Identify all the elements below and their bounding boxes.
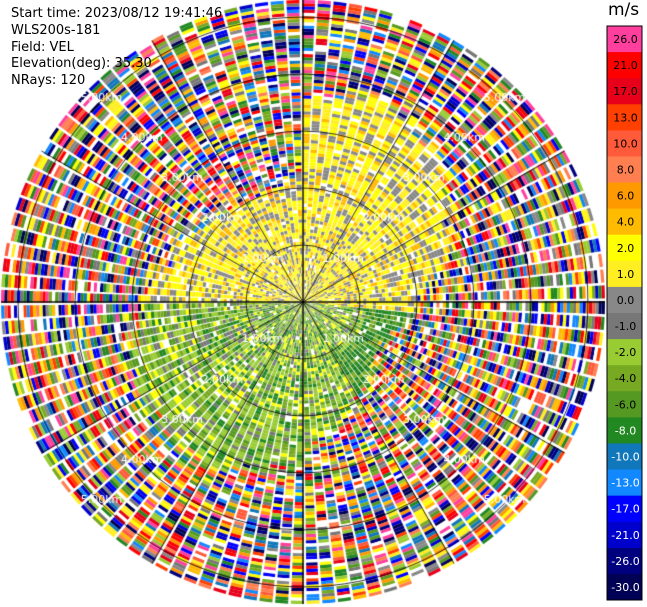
colorbar-bin	[607, 208, 642, 236]
colorbar-bin	[607, 365, 642, 392]
colorbar-bin	[607, 495, 642, 523]
colorbar-bin	[607, 130, 642, 157]
colorbar-bin	[607, 52, 642, 79]
colorbar-tick-label: 8.0	[617, 164, 635, 177]
colorbar-tick-label: -1.0	[615, 320, 636, 333]
colorbar-bin	[607, 313, 642, 340]
colorbar-tick-label: -30.0	[611, 581, 639, 594]
colorbar-tick-label: 17.0	[613, 85, 638, 98]
colorbar-bin	[607, 26, 642, 53]
colorbar-tick-label: 2.0	[617, 242, 635, 255]
colorbar-tick-label: -13.0	[611, 477, 639, 490]
colorbar-bin	[607, 417, 642, 444]
colorbar-tick-label: 0.0	[617, 294, 635, 307]
colorbar-tick-label: -21.0	[611, 529, 639, 542]
field-label: Field: VEL	[11, 40, 74, 55]
colorbar-tick-label: 6.0	[617, 190, 635, 203]
colorbar-bin	[607, 156, 642, 184]
colorbar-tick-label: -26.0	[611, 555, 639, 568]
colorbar-tick-label: 21.0	[613, 59, 638, 72]
elevation-label: Elevation(deg): 35.30	[11, 56, 152, 71]
colorbar-bin	[607, 469, 642, 497]
colorbar-tick-label: 13.0	[613, 111, 638, 124]
colorbar-bin	[607, 339, 642, 366]
colorbar-bin	[607, 547, 642, 575]
colorbar-tick-label: 1.0	[617, 268, 635, 281]
colorbar-tick-label: 4.0	[617, 216, 635, 229]
instrument-label: WLS200s-181	[11, 23, 101, 38]
colorbar-bin	[607, 78, 642, 105]
colorbar-unit: m/s	[608, 0, 640, 20]
start-time-label: Start time: 2023/08/12 19:41:46	[11, 6, 223, 21]
colorbar-bin	[607, 573, 642, 601]
colorbar-tick-label: -17.0	[611, 503, 639, 516]
colorbar-tick-label: -2.0	[615, 346, 636, 359]
colorbar-bin	[607, 286, 642, 314]
colorbar-bin	[607, 234, 642, 262]
colorbar-border	[606, 25, 643, 601]
colorbar-tick-label: -8.0	[615, 424, 636, 437]
colorbar-tick-label: 10.0	[613, 137, 638, 150]
colorbar-tick-label: 26.0	[613, 33, 638, 46]
colorbar-bin	[607, 182, 642, 210]
colorbar-bin	[607, 260, 642, 288]
colorbar-bin	[607, 104, 642, 131]
colorbar-tick-label: -10.0	[611, 451, 639, 464]
nrays-label: NRays: 120	[11, 73, 86, 88]
colorbar-bin	[607, 391, 642, 418]
colorbar-bin	[607, 443, 642, 471]
colorbar-bin	[607, 521, 642, 549]
colorbar-tick-label: -4.0	[615, 372, 636, 385]
colorbar-tick-label: -6.0	[615, 398, 636, 411]
